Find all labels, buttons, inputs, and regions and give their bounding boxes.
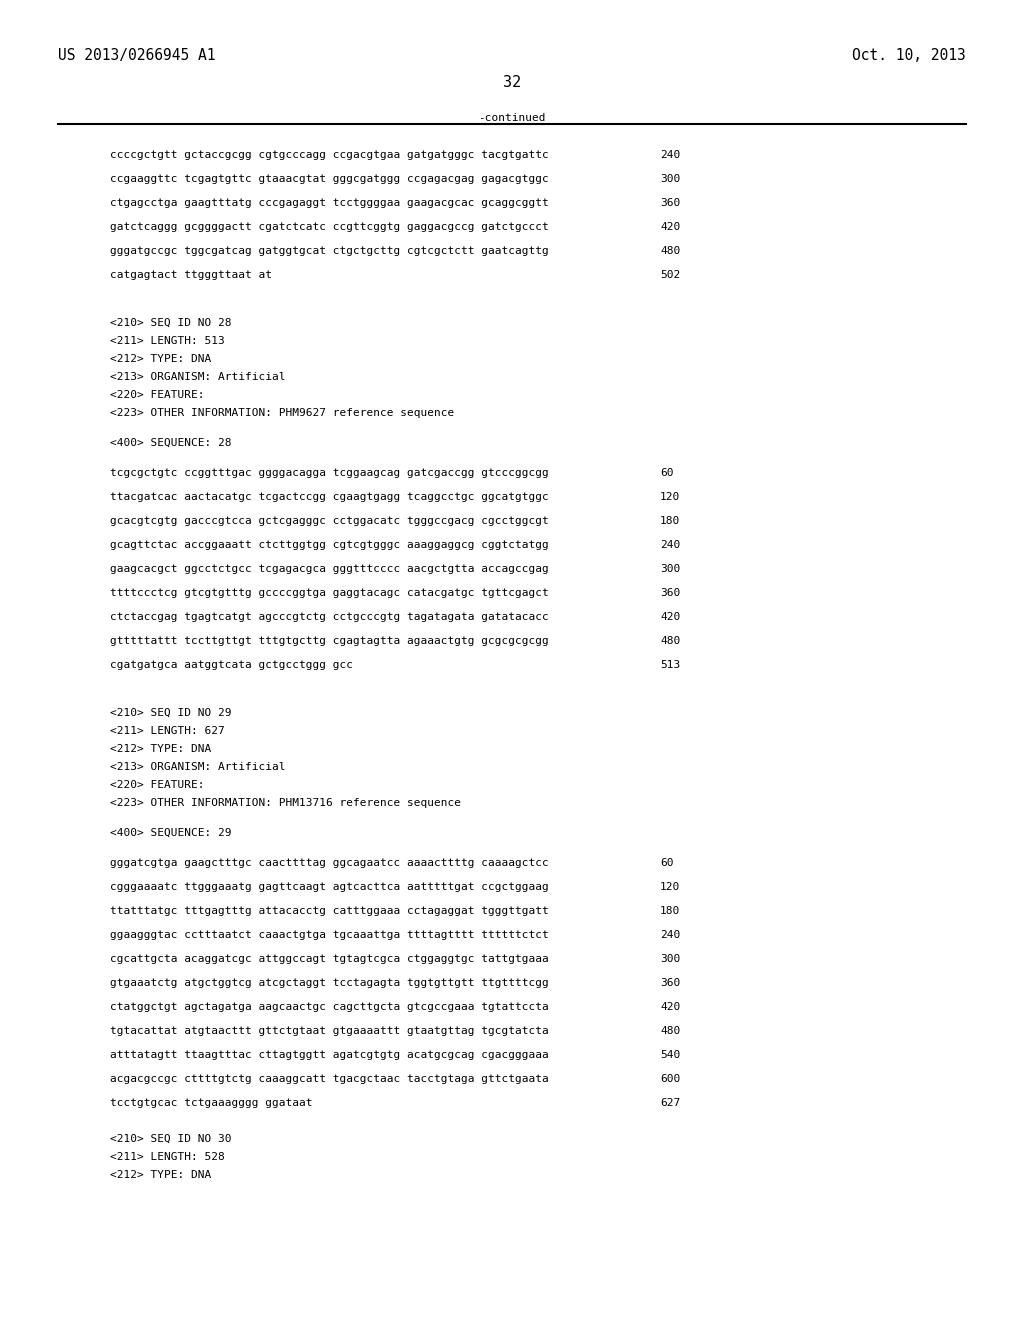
- Text: <220> FEATURE:: <220> FEATURE:: [110, 389, 205, 400]
- Text: <220> FEATURE:: <220> FEATURE:: [110, 780, 205, 789]
- Text: ggaagggtac cctttaatct caaactgtga tgcaaattga ttttagtttt ttttttctct: ggaagggtac cctttaatct caaactgtga tgcaaat…: [110, 931, 549, 940]
- Text: cgatgatgca aatggtcata gctgcctggg gcc: cgatgatgca aatggtcata gctgcctggg gcc: [110, 660, 353, 671]
- Text: ctatggctgt agctagatga aagcaactgc cagcttgcta gtcgccgaaa tgtattccta: ctatggctgt agctagatga aagcaactgc cagcttg…: [110, 1002, 549, 1012]
- Text: 240: 240: [660, 931, 680, 940]
- Text: 120: 120: [660, 492, 680, 502]
- Text: 300: 300: [660, 954, 680, 964]
- Text: gcagttctac accggaaatt ctcttggtgg cgtcgtgggc aaaggaggcg cggtctatgg: gcagttctac accggaaatt ctcttggtgg cgtcgtg…: [110, 540, 549, 550]
- Text: gcacgtcgtg gacccgtcca gctcgagggc cctggacatc tgggccgacg cgcctggcgt: gcacgtcgtg gacccgtcca gctcgagggc cctggac…: [110, 516, 549, 525]
- Text: 32: 32: [503, 75, 521, 90]
- Text: 502: 502: [660, 271, 680, 280]
- Text: 360: 360: [660, 978, 680, 987]
- Text: 480: 480: [660, 636, 680, 645]
- Text: tcgcgctgtc ccggtttgac ggggacagga tcggaagcag gatcgaccgg gtcccggcgg: tcgcgctgtc ccggtttgac ggggacagga tcggaag…: [110, 469, 549, 478]
- Text: 420: 420: [660, 222, 680, 232]
- Text: <210> SEQ ID NO 28: <210> SEQ ID NO 28: [110, 318, 231, 327]
- Text: 60: 60: [660, 858, 674, 869]
- Text: 360: 360: [660, 198, 680, 209]
- Text: 240: 240: [660, 540, 680, 550]
- Text: 600: 600: [660, 1074, 680, 1084]
- Text: ccgaaggttc tcgagtgttc gtaaacgtat gggcgatggg ccgagacgag gagacgtggc: ccgaaggttc tcgagtgttc gtaaacgtat gggcgat…: [110, 174, 549, 183]
- Text: <212> TYPE: DNA: <212> TYPE: DNA: [110, 1170, 211, 1180]
- Text: 480: 480: [660, 246, 680, 256]
- Text: gtgaaatctg atgctggtcg atcgctaggt tcctagagta tggtgttgtt ttgttttcgg: gtgaaatctg atgctggtcg atcgctaggt tcctaga…: [110, 978, 549, 987]
- Text: <223> OTHER INFORMATION: PHM13716 reference sequence: <223> OTHER INFORMATION: PHM13716 refere…: [110, 799, 461, 808]
- Text: ttatttatgc tttgagtttg attacacctg catttggaaa cctagaggat tgggttgatt: ttatttatgc tttgagtttg attacacctg catttgg…: [110, 906, 549, 916]
- Text: 627: 627: [660, 1098, 680, 1107]
- Text: ctctaccgag tgagtcatgt agcccgtctg cctgcccgtg tagatagata gatatacacc: ctctaccgag tgagtcatgt agcccgtctg cctgccc…: [110, 612, 549, 622]
- Text: Oct. 10, 2013: Oct. 10, 2013: [852, 48, 966, 63]
- Text: <211> LENGTH: 513: <211> LENGTH: 513: [110, 337, 224, 346]
- Text: <400> SEQUENCE: 28: <400> SEQUENCE: 28: [110, 438, 231, 447]
- Text: catgagtact ttgggttaat at: catgagtact ttgggttaat at: [110, 271, 272, 280]
- Text: ttacgatcac aactacatgc tcgactccgg cgaagtgagg tcaggcctgc ggcatgtggc: ttacgatcac aactacatgc tcgactccgg cgaagtg…: [110, 492, 549, 502]
- Text: 120: 120: [660, 882, 680, 892]
- Text: cgcattgcta acaggatcgc attggccagt tgtagtcgca ctggaggtgc tattgtgaaa: cgcattgcta acaggatcgc attggccagt tgtagtc…: [110, 954, 549, 964]
- Text: -continued: -continued: [478, 114, 546, 123]
- Text: 240: 240: [660, 150, 680, 160]
- Text: <211> LENGTH: 627: <211> LENGTH: 627: [110, 726, 224, 737]
- Text: gggatgccgc tggcgatcag gatggtgcat ctgctgcttg cgtcgctctt gaatcagttg: gggatgccgc tggcgatcag gatggtgcat ctgctgc…: [110, 246, 549, 256]
- Text: <212> TYPE: DNA: <212> TYPE: DNA: [110, 354, 211, 364]
- Text: 180: 180: [660, 516, 680, 525]
- Text: <400> SEQUENCE: 29: <400> SEQUENCE: 29: [110, 828, 231, 838]
- Text: 300: 300: [660, 174, 680, 183]
- Text: US 2013/0266945 A1: US 2013/0266945 A1: [58, 48, 215, 63]
- Text: 540: 540: [660, 1049, 680, 1060]
- Text: gatctcaggg gcggggactt cgatctcatc ccgttcggtg gaggacgccg gatctgccct: gatctcaggg gcggggactt cgatctcatc ccgttcg…: [110, 222, 549, 232]
- Text: <210> SEQ ID NO 30: <210> SEQ ID NO 30: [110, 1134, 231, 1144]
- Text: 60: 60: [660, 469, 674, 478]
- Text: 300: 300: [660, 564, 680, 574]
- Text: acgacgccgc cttttgtctg caaaggcatt tgacgctaac tacctgtaga gttctgaata: acgacgccgc cttttgtctg caaaggcatt tgacgct…: [110, 1074, 549, 1084]
- Text: 420: 420: [660, 612, 680, 622]
- Text: atttatagtt ttaagtttac cttagtggtt agatcgtgtg acatgcgcag cgacgggaaa: atttatagtt ttaagtttac cttagtggtt agatcgt…: [110, 1049, 549, 1060]
- Text: ctgagcctga gaagtttatg cccgagaggt tcctggggaa gaagacgcac gcaggcggtt: ctgagcctga gaagtttatg cccgagaggt tcctggg…: [110, 198, 549, 209]
- Text: tcctgtgcac tctgaaagggg ggataat: tcctgtgcac tctgaaagggg ggataat: [110, 1098, 312, 1107]
- Text: <211> LENGTH: 528: <211> LENGTH: 528: [110, 1152, 224, 1162]
- Text: <213> ORGANISM: Artificial: <213> ORGANISM: Artificial: [110, 762, 286, 772]
- Text: tgtacattat atgtaacttt gttctgtaat gtgaaaattt gtaatgttag tgcgtatcta: tgtacattat atgtaacttt gttctgtaat gtgaaaa…: [110, 1026, 549, 1036]
- Text: <213> ORGANISM: Artificial: <213> ORGANISM: Artificial: [110, 372, 286, 381]
- Text: <210> SEQ ID NO 29: <210> SEQ ID NO 29: [110, 708, 231, 718]
- Text: 480: 480: [660, 1026, 680, 1036]
- Text: <223> OTHER INFORMATION: PHM9627 reference sequence: <223> OTHER INFORMATION: PHM9627 referen…: [110, 408, 455, 418]
- Text: 360: 360: [660, 587, 680, 598]
- Text: gggatcgtga gaagctttgc caacttttag ggcagaatcc aaaacttttg caaaagctcc: gggatcgtga gaagctttgc caacttttag ggcagaa…: [110, 858, 549, 869]
- Text: cgggaaaatc ttgggaaatg gagttcaagt agtcacttca aatttttgat ccgctggaag: cgggaaaatc ttgggaaatg gagttcaagt agtcact…: [110, 882, 549, 892]
- Text: gtttttattt tccttgttgt tttgtgcttg cgagtagtta agaaactgtg gcgcgcgcgg: gtttttattt tccttgttgt tttgtgcttg cgagtag…: [110, 636, 549, 645]
- Text: <212> TYPE: DNA: <212> TYPE: DNA: [110, 744, 211, 754]
- Text: ccccgctgtt gctaccgcgg cgtgcccagg ccgacgtgaa gatgatgggc tacgtgattc: ccccgctgtt gctaccgcgg cgtgcccagg ccgacgt…: [110, 150, 549, 160]
- Text: gaagcacgct ggcctctgcc tcgagacgca gggtttcccc aacgctgtta accagccgag: gaagcacgct ggcctctgcc tcgagacgca gggtttc…: [110, 564, 549, 574]
- Text: 513: 513: [660, 660, 680, 671]
- Text: 420: 420: [660, 1002, 680, 1012]
- Text: ttttccctcg gtcgtgtttg gccccggtga gaggtacagc catacgatgc tgttcgagct: ttttccctcg gtcgtgtttg gccccggtga gaggtac…: [110, 587, 549, 598]
- Text: 180: 180: [660, 906, 680, 916]
